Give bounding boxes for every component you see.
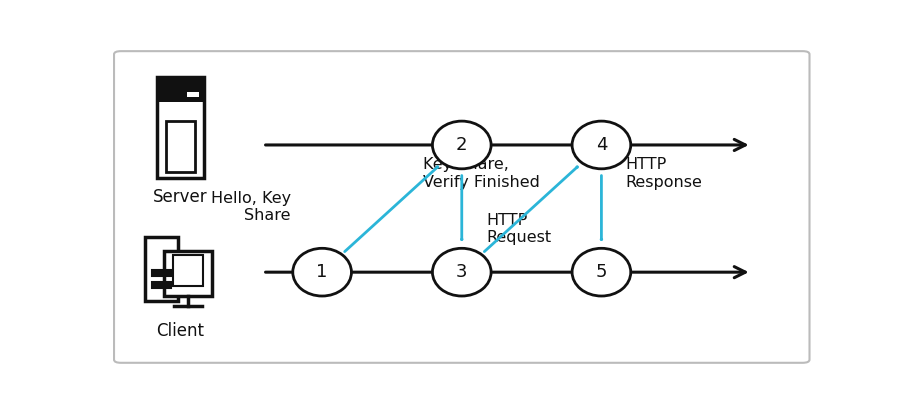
FancyArrowPatch shape bbox=[485, 167, 578, 252]
Text: 1: 1 bbox=[316, 263, 328, 281]
Bar bbox=[173, 255, 204, 286]
Bar bbox=[152, 282, 170, 288]
FancyBboxPatch shape bbox=[114, 51, 809, 363]
Text: Server: Server bbox=[153, 188, 207, 206]
Ellipse shape bbox=[572, 248, 631, 296]
Text: 4: 4 bbox=[596, 136, 607, 154]
Bar bbox=[164, 252, 212, 296]
Bar bbox=[157, 76, 205, 178]
Text: 3: 3 bbox=[456, 263, 468, 281]
Ellipse shape bbox=[572, 121, 631, 169]
Bar bbox=[145, 237, 178, 301]
Text: Hello, Key
Share: Hello, Key Share bbox=[211, 191, 291, 223]
Text: HTTP
Response: HTTP Response bbox=[626, 157, 703, 190]
Bar bbox=[166, 121, 195, 172]
Ellipse shape bbox=[432, 121, 491, 169]
Bar bbox=[152, 270, 170, 276]
FancyArrowPatch shape bbox=[345, 167, 438, 252]
Text: HTTP
Request: HTTP Request bbox=[487, 213, 551, 245]
Bar bbox=[157, 76, 205, 102]
Text: 5: 5 bbox=[596, 263, 607, 281]
Text: Key Share,
Verify Finished: Key Share, Verify Finished bbox=[423, 157, 541, 190]
Bar bbox=[187, 92, 198, 97]
Text: 2: 2 bbox=[456, 136, 468, 154]
Text: Client: Client bbox=[157, 322, 205, 340]
Ellipse shape bbox=[432, 248, 491, 296]
Ellipse shape bbox=[293, 248, 351, 296]
